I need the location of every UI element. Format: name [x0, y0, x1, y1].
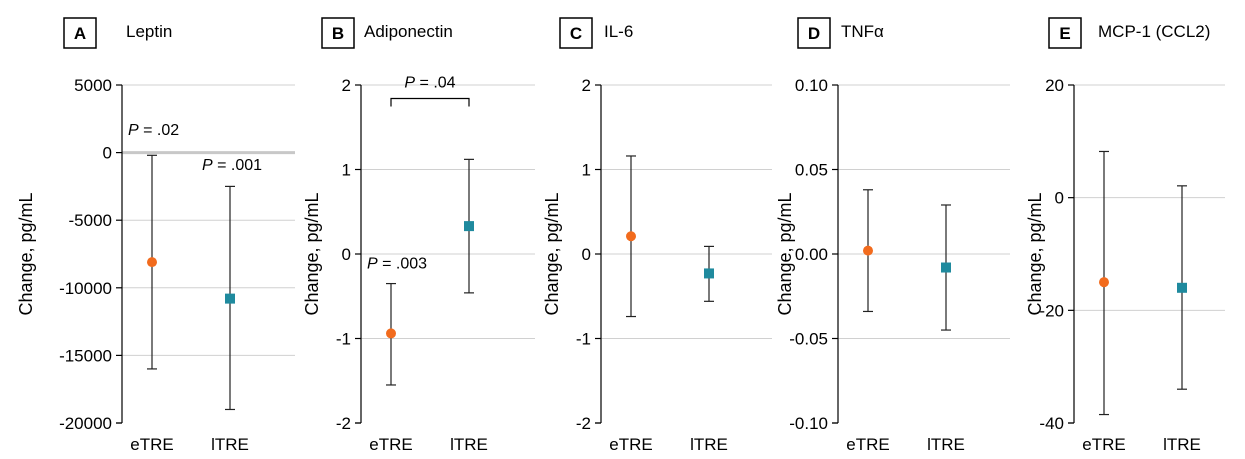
y-tick-label: -1 [336, 330, 351, 349]
x-category-label: eTRE [846, 435, 889, 454]
data-point-etre [386, 328, 396, 339]
panel-title: Leptin [126, 22, 172, 41]
y-axis-label: Change, pg/mL [775, 192, 795, 315]
data-point-ltre [464, 221, 474, 232]
y-tick-label: -2 [336, 414, 351, 433]
y-tick-label: 0 [342, 245, 351, 264]
y-axis-label: Change, pg/mL [542, 192, 562, 315]
p-value-label: P = .001 [202, 157, 262, 174]
p-value-label: P = .02 [128, 122, 179, 139]
y-axis-label: Change, pg/mL [1025, 192, 1045, 315]
significance-bracket [390, 97, 470, 107]
panel-letter: C [570, 24, 582, 43]
panel-title: TNFα [841, 22, 884, 41]
data-point-ltre [941, 262, 951, 273]
panel-b: B Adiponectin 2 1 0 -1 -2 Change, pg/mL eTRE lTRE… [302, 17, 535, 454]
panel-letter: B [332, 24, 344, 43]
y-tick-label: 0.05 [795, 161, 828, 180]
panel-c: C IL-6 2 1 0 -1 -2 Change, pg/mL eTRE lTRE [542, 17, 772, 454]
x-category-label: eTRE [369, 435, 412, 454]
y-tick-label: -15000 [59, 346, 112, 365]
y-tick-label: 0.10 [795, 76, 828, 95]
y-tick-label: 1 [582, 161, 591, 180]
data-point-ltre [704, 268, 714, 279]
x-category-label: lTRE [690, 435, 728, 454]
y-tick-label: 5000 [74, 76, 112, 95]
y-tick-label: 2 [342, 76, 351, 95]
y-tick-label: 0.00 [795, 245, 828, 264]
panel-letter: E [1059, 24, 1070, 43]
x-category-label: lTRE [927, 435, 965, 454]
panel-d: D TNFα 0.10 0.05 0.00 -0.05 -0.10 Change, pg/mL… [775, 17, 1010, 454]
y-tick-label: -0.05 [789, 330, 828, 349]
data-point-etre [626, 231, 636, 242]
x-category-label: eTRE [609, 435, 652, 454]
y-tick-label: 0 [103, 144, 112, 163]
y-tick-label: 1 [342, 161, 351, 180]
y-tick-label: 0 [582, 245, 591, 264]
panel-title: IL-6 [604, 22, 633, 41]
data-point-etre [147, 257, 157, 268]
data-point-etre [863, 245, 873, 256]
panel-letter-box [63, 17, 97, 49]
panel-letter-box [1048, 17, 1082, 49]
x-category-label: lTRE [211, 435, 249, 454]
p-value-label: P = .04 [404, 75, 455, 92]
y-tick-label: -40 [1039, 414, 1064, 433]
x-category-label: eTRE [1082, 435, 1125, 454]
panel-letter-box [321, 17, 355, 49]
panel-letter-box [559, 17, 593, 49]
y-tick-label: 2 [582, 76, 591, 95]
panel-a: A Leptin 5000 0 -5000 -10000 -15000 -20000 Chang… [16, 17, 295, 454]
y-tick-label: -10000 [59, 279, 112, 298]
x-category-label: lTRE [1163, 435, 1201, 454]
y-tick-label: -20 [1039, 301, 1064, 320]
data-point-ltre [1177, 282, 1187, 293]
y-tick-label: -2 [576, 414, 591, 433]
y-tick-label: -0.10 [789, 414, 828, 433]
y-tick-label: -5000 [69, 211, 112, 230]
p-value-label: P = .003 [367, 255, 427, 272]
x-category-label: eTRE [130, 435, 173, 454]
y-tick-label: 0 [1055, 189, 1064, 208]
panel-e: E MCP-1 (CCL2) 20 0 -20 -40 Change, pg/mL eTRE l… [1025, 17, 1225, 454]
y-tick-label: 20 [1045, 76, 1064, 95]
y-tick-label: -1 [576, 330, 591, 349]
panel-letter: D [808, 24, 820, 43]
y-tick-label: -20000 [59, 414, 112, 433]
x-category-label: lTRE [450, 435, 488, 454]
panel-title: Adiponectin [364, 22, 453, 41]
panel-title: MCP-1 (CCL2) [1098, 22, 1210, 41]
y-axis-label: Change, pg/mL [16, 192, 36, 315]
panel-letter-box [797, 17, 831, 49]
panel-letter: A [74, 24, 86, 43]
data-point-etre [1099, 277, 1109, 288]
y-axis-label: Change, pg/mL [302, 192, 322, 315]
data-point-ltre [225, 293, 235, 304]
